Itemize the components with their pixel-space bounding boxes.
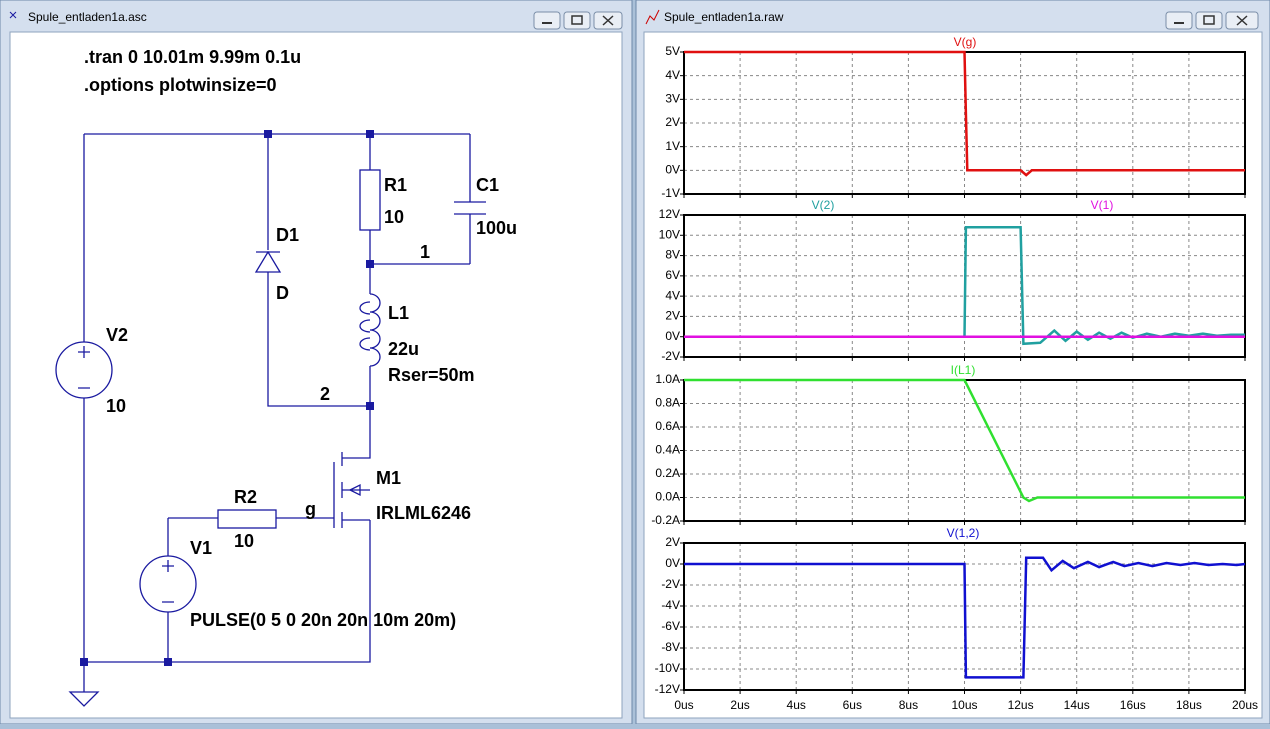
y-tick-label: -8V bbox=[661, 640, 680, 654]
x-tick-label: 4us bbox=[787, 698, 806, 712]
y-tick-label: 4V bbox=[665, 288, 680, 302]
y-tick-label: 4V bbox=[665, 68, 680, 82]
y-tick-label: 2V bbox=[665, 115, 680, 129]
net-label: 2 bbox=[320, 384, 330, 404]
component-label: V1 bbox=[190, 538, 212, 558]
component-value: 100u bbox=[476, 218, 517, 238]
y-tick-label: 1.0A bbox=[655, 372, 680, 386]
y-tick-label: 0.6A bbox=[655, 419, 680, 433]
x-tick-label: 6us bbox=[843, 698, 862, 712]
y-tick-label: 2V bbox=[665, 535, 680, 549]
component-value: IRLML6246 bbox=[376, 503, 471, 523]
y-tick-label: 10V bbox=[659, 227, 680, 241]
y-tick-label: 2V bbox=[665, 309, 680, 323]
y-tick-label: 5V bbox=[665, 44, 680, 58]
trace-name[interactable]: V(g) bbox=[954, 35, 977, 49]
schematic-wires bbox=[55, 130, 486, 707]
plot-frame bbox=[683, 214, 1246, 358]
y-tick-label: 0.8A bbox=[655, 396, 680, 410]
x-tick-label: 18us bbox=[1176, 698, 1202, 712]
y-tick-label: 3V bbox=[665, 92, 680, 106]
x-tick-label: 10us bbox=[951, 698, 977, 712]
x-tick-label: 20us bbox=[1232, 698, 1258, 712]
trace-name[interactable]: V(2) bbox=[812, 198, 835, 212]
trace-name[interactable]: V(1,2) bbox=[947, 526, 980, 540]
component-value: 10 bbox=[384, 207, 404, 227]
y-tick-label: -10V bbox=[655, 661, 680, 675]
y-tick-label: -1V bbox=[661, 186, 680, 200]
trace-name[interactable]: V(1) bbox=[1091, 198, 1114, 212]
trace bbox=[684, 50, 1245, 177]
y-tick-label: -6V bbox=[661, 619, 680, 633]
window-icon bbox=[645, 9, 660, 25]
x-tick-label: 2us bbox=[730, 698, 749, 712]
x-tick-label: 14us bbox=[1064, 698, 1090, 712]
window-buttons[interactable] bbox=[1165, 11, 1259, 30]
component-value: 10 bbox=[106, 396, 126, 416]
y-tick-label: 6V bbox=[665, 268, 680, 282]
y-tick-label: 0.4A bbox=[655, 443, 680, 457]
plot-frame bbox=[683, 542, 1246, 691]
component-label: R2 bbox=[234, 487, 257, 507]
y-tick-label: 0V bbox=[665, 329, 680, 343]
y-tick-label: 0V bbox=[665, 556, 680, 570]
component-label: R1 bbox=[384, 175, 407, 195]
y-tick-label: 8V bbox=[665, 248, 680, 262]
y-tick-label: 1V bbox=[665, 139, 680, 153]
trace bbox=[684, 556, 1246, 679]
y-tick-label: 12V bbox=[659, 207, 680, 221]
component-value: 10 bbox=[234, 531, 254, 551]
component-label: D1 bbox=[276, 225, 299, 245]
y-tick-label: -2V bbox=[661, 349, 680, 363]
x-tick-label: 12us bbox=[1008, 698, 1034, 712]
y-tick-label: -4V bbox=[661, 598, 680, 612]
net-label: g bbox=[305, 499, 316, 519]
component-value: D bbox=[276, 283, 289, 303]
component-value: Rser=50m bbox=[388, 365, 475, 385]
trace-name[interactable]: I(L1) bbox=[951, 363, 976, 377]
spice-directive: .options plotwinsize=0 bbox=[84, 75, 277, 95]
y-tick-label: -12V bbox=[655, 682, 680, 696]
window-title: Spule_entladen1a.raw bbox=[664, 10, 784, 24]
y-tick-label: 0.2A bbox=[655, 466, 680, 480]
trace bbox=[684, 378, 1245, 503]
y-tick-label: 0V bbox=[665, 163, 680, 177]
y-tick-label: -2V bbox=[661, 577, 680, 591]
y-tick-label: -0.2A bbox=[651, 513, 680, 527]
window-icon bbox=[9, 11, 17, 19]
component-label: L1 bbox=[388, 303, 409, 323]
component-value: PULSE(0 5 0 20n 20n 10m 20m) bbox=[190, 610, 456, 630]
window-buttons[interactable] bbox=[533, 11, 623, 30]
x-tick-label: 16us bbox=[1120, 698, 1146, 712]
x-tick-label: 8us bbox=[899, 698, 918, 712]
y-tick-label: 0.0A bbox=[655, 490, 680, 504]
x-tick-label: 0us bbox=[674, 698, 693, 712]
component-label: M1 bbox=[376, 468, 401, 488]
net-label: 1 bbox=[420, 242, 430, 262]
component-label: C1 bbox=[476, 175, 499, 195]
spice-directive: .tran 0 10.01m 9.99m 0.1u bbox=[84, 47, 301, 67]
window-title: Spule_entladen1a.asc bbox=[28, 10, 147, 24]
component-label: V2 bbox=[106, 325, 128, 345]
schematic-labels: .tran 0 10.01m 9.99m 0.1u .options plotw… bbox=[84, 47, 517, 630]
component-value: 22u bbox=[388, 339, 419, 359]
